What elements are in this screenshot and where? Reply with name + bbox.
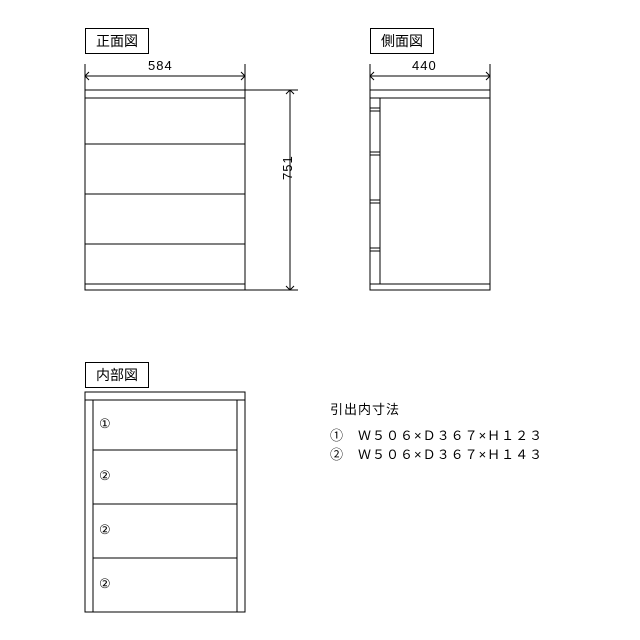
drawer-marker: ② [99,522,111,538]
drawing-canvas [0,0,640,640]
drawer-marker: ② [99,468,111,484]
drawer-dimension-line-1: ① Ｗ５０６×Ｄ３６７×Ｈ１２３ [330,426,543,446]
drawer-marker: ② [99,576,111,592]
drawer-dimension-line-2: ② Ｗ５０６×Ｄ３６７×Ｈ１４３ [330,445,543,465]
drawer-dimensions-title: 引出内寸法 [330,400,543,420]
drawer-marker: ① [99,416,111,432]
